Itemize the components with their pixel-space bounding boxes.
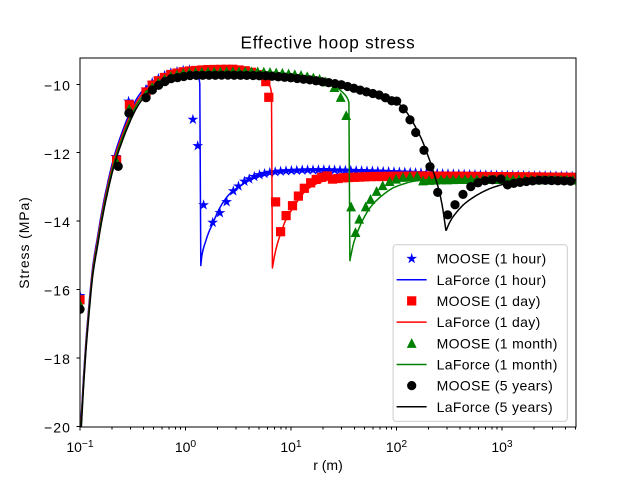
svg-text:MOOSE (1 day): MOOSE (1 day) (437, 293, 541, 309)
svg-text:−20: −20 (44, 419, 71, 435)
svg-text:LaForce (1 month): LaForce (1 month) (437, 357, 558, 373)
svg-text:MOOSE (1 hour): MOOSE (1 hour) (437, 251, 547, 267)
svg-text:−16: −16 (44, 283, 71, 299)
svg-text:LaForce (1 hour): LaForce (1 hour) (437, 272, 547, 288)
svg-text:r (m): r (m) (313, 457, 343, 473)
svg-text:Effective hoop stress: Effective hoop stress (241, 33, 416, 53)
svg-text:−10: −10 (44, 77, 71, 93)
svg-text:LaForce (1 day): LaForce (1 day) (437, 314, 541, 330)
svg-text:−12: −12 (44, 146, 71, 162)
svg-text:MOOSE (5 years): MOOSE (5 years) (437, 378, 553, 394)
svg-text:−14: −14 (44, 214, 71, 230)
svg-text:−18: −18 (44, 351, 71, 367)
svg-text:LaForce (5 years): LaForce (5 years) (437, 399, 553, 415)
svg-text:Stress (MPa): Stress (MPa) (16, 196, 32, 288)
svg-text:MOOSE (1 month): MOOSE (1 month) (437, 335, 558, 351)
